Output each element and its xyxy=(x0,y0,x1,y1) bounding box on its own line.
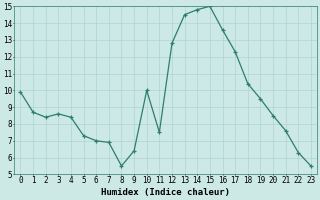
X-axis label: Humidex (Indice chaleur): Humidex (Indice chaleur) xyxy=(101,188,230,197)
